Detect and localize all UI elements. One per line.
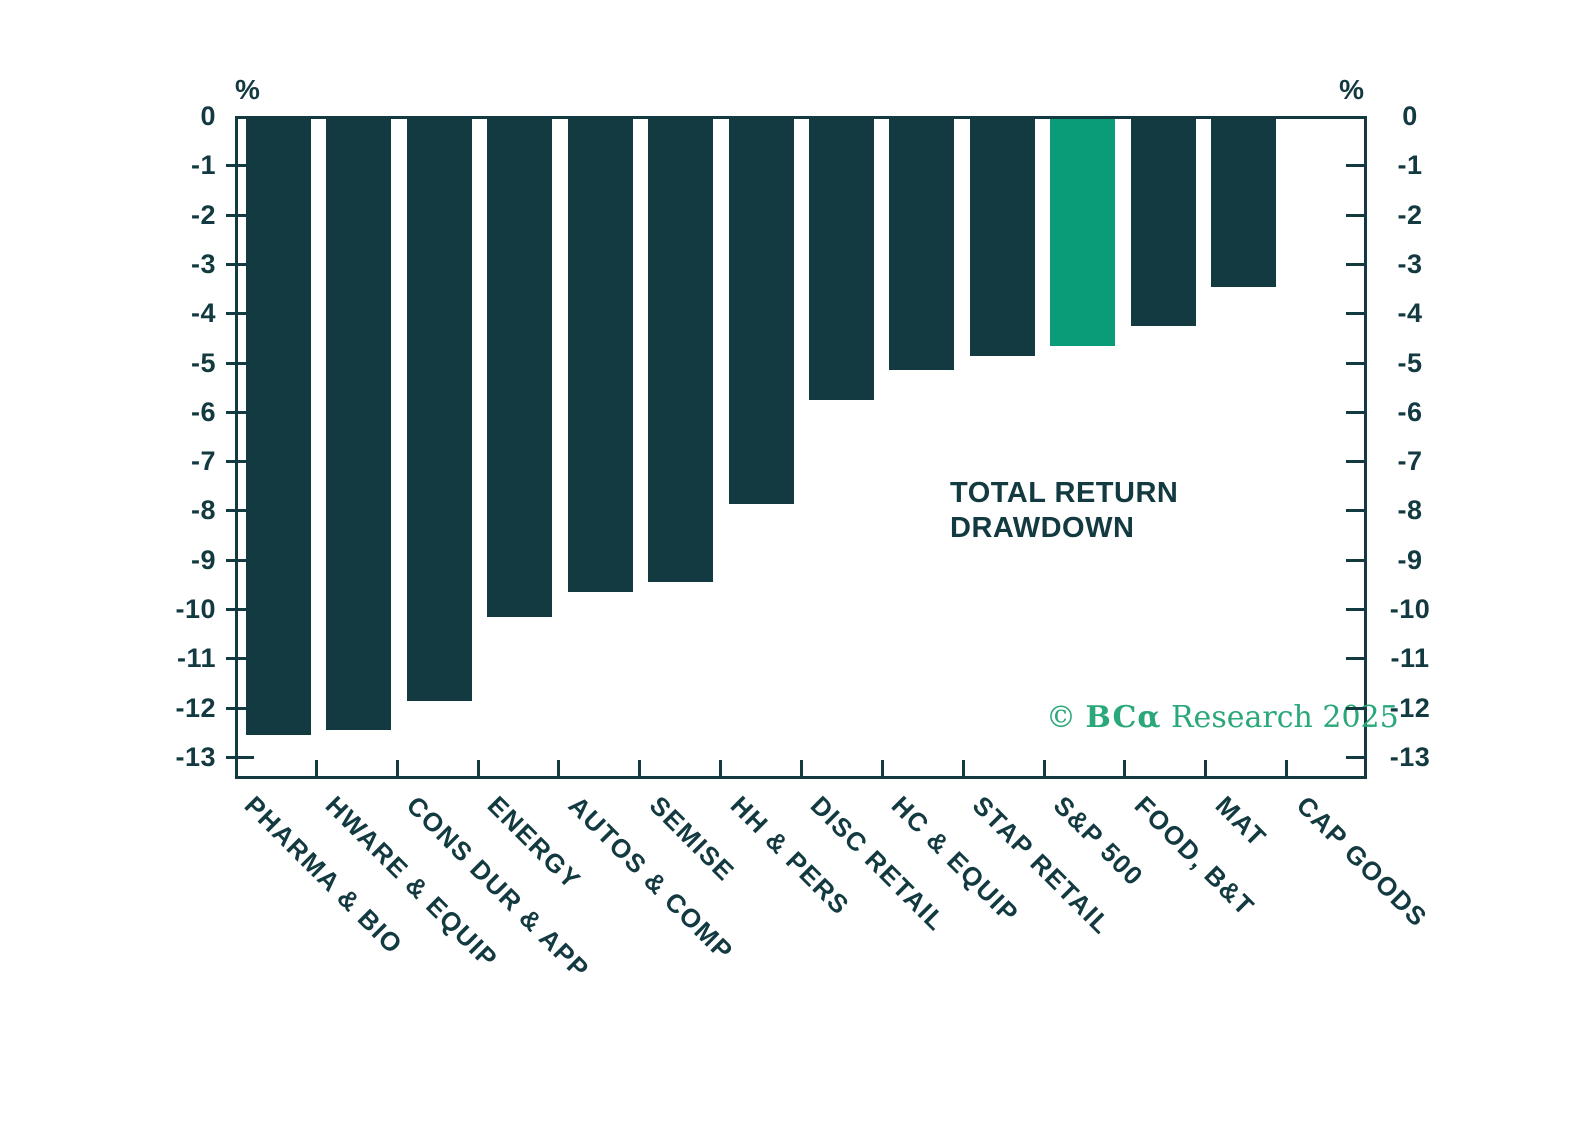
bar-s-p-500 (1050, 119, 1116, 346)
y-axis-tick-right (1346, 509, 1367, 513)
y-axis-tick-left (226, 460, 254, 464)
x-axis-tick (1043, 760, 1046, 779)
y-axis-label-right: -2 (1397, 199, 1423, 230)
x-axis-tick (1204, 760, 1207, 779)
x-axis-tick (638, 760, 641, 779)
y-axis-tick-left (226, 706, 254, 710)
x-axis-tick (557, 760, 560, 779)
y-axis-tick-right (1346, 213, 1367, 217)
bar-food-b-t (1130, 119, 1196, 326)
bar-hware-equip (326, 119, 392, 730)
y-axis-label-right: -13 (1389, 741, 1431, 772)
bar-pharma-bio (246, 119, 311, 735)
y-axis-tick-left (226, 509, 254, 513)
x-axis-tick (719, 760, 722, 779)
brand-logo-text: BCα (1085, 700, 1162, 735)
chart-annotation: TOTAL RETURN DRAWDOWN (950, 476, 1178, 546)
y-axis-label-left: -2 (190, 199, 216, 230)
y-axis-tick-left (226, 608, 254, 611)
chart-annotation-line-1: TOTAL RETURN (950, 477, 1179, 509)
y-axis-tick-right (1346, 312, 1367, 316)
bar-hh-pers (728, 119, 794, 504)
chart-annotation-line-2: DRAWDOWN (950, 512, 1135, 544)
y-axis-tick-right (1346, 657, 1367, 661)
y-axis-label-right: -10 (1389, 594, 1431, 624)
copyright-text: Research 2025 (1161, 700, 1399, 735)
y-axis-tick-right (1346, 262, 1367, 266)
y-axis-label-left: -4 (190, 298, 216, 329)
x-axis-tick (962, 760, 965, 779)
x-axis-tick (1123, 760, 1126, 779)
bar-autos-comp (567, 119, 633, 592)
y-axis-label-left: -3 (190, 248, 216, 279)
y-axis-label-left: -7 (190, 446, 216, 477)
y-axis-label-left: -11 (176, 643, 216, 674)
y-axis-label-left: -6 (190, 396, 216, 427)
y-axis-tick-left (226, 755, 254, 759)
y-axis-tick-left (226, 657, 254, 661)
bar-disc-retail (809, 119, 874, 400)
x-axis-label-stap-retail: STAP RETAIL (966, 790, 1118, 941)
y-axis-unit-left: % (235, 74, 260, 105)
y-axis-label-left: -1 (190, 150, 216, 181)
y-axis-label-right: -4 (1397, 298, 1423, 329)
y-axis-label-right: -9 (1397, 544, 1423, 575)
y-axis-label-right: -7 (1397, 446, 1423, 477)
y-axis-label-right: -6 (1397, 396, 1423, 427)
y-axis-label-left: -12 (175, 692, 216, 723)
y-axis-tick-right (1346, 164, 1367, 168)
bar-energy (487, 119, 553, 617)
x-axis-tick (477, 760, 480, 779)
y-axis-tick-right (1346, 608, 1367, 611)
copyright-notice: © BCα Research 2025 (1046, 700, 1399, 735)
y-axis-tick-right (1346, 755, 1367, 759)
y-axis-tick-left (226, 312, 254, 316)
x-axis-tick (396, 760, 399, 779)
plot-area (235, 116, 1367, 779)
y-axis-label-left: -5 (190, 347, 216, 378)
y-axis-tick-left (226, 164, 254, 168)
y-axis-unit-right: % (1339, 74, 1364, 105)
bar-stap-retail (969, 119, 1035, 356)
x-axis-label-cap-goods: CAP GOODS (1290, 790, 1434, 933)
x-axis-label-mat: MAT (1209, 790, 1273, 853)
y-axis-label-left: -8 (190, 495, 216, 526)
y-axis-label-left: -13 (175, 741, 216, 772)
y-axis-label-right: -12 (1389, 692, 1431, 723)
bar-semise (648, 119, 714, 582)
y-axis-tick-right (1346, 558, 1367, 562)
y-axis-tick-left (226, 262, 254, 266)
bar-mat (1211, 119, 1277, 287)
y-axis-label-right: -8 (1397, 495, 1423, 526)
copyright-symbol: © (1046, 700, 1086, 735)
y-axis-tick-right (1346, 706, 1367, 710)
y-axis-tick-left (226, 410, 254, 414)
y-axis-label-right: -3 (1397, 248, 1423, 279)
bar-hc-equip (889, 119, 955, 370)
x-axis-tick (800, 760, 803, 779)
y-axis-tick-right (1346, 361, 1367, 365)
y-axis-tick-left (226, 361, 254, 365)
y-axis-tick-right (1346, 460, 1367, 464)
bar-cons-dur-app (406, 119, 472, 701)
y-axis-label-right: -1 (1397, 150, 1423, 181)
y-axis-label-left: -10 (175, 594, 216, 624)
y-axis-label-right: -5 (1397, 347, 1423, 378)
y-axis-tick-left (226, 213, 254, 217)
y-axis-label-right: -11 (1390, 643, 1430, 674)
x-axis-tick (1285, 760, 1288, 779)
y-axis-label-left: 0 (200, 101, 216, 131)
y-axis-tick-right (1346, 410, 1367, 414)
y-axis-tick-left (226, 558, 254, 562)
x-axis-tick (881, 760, 884, 779)
y-axis-label-left: -9 (190, 544, 216, 575)
x-axis-tick (315, 760, 318, 779)
y-axis-label-right: 0 (1402, 101, 1418, 131)
